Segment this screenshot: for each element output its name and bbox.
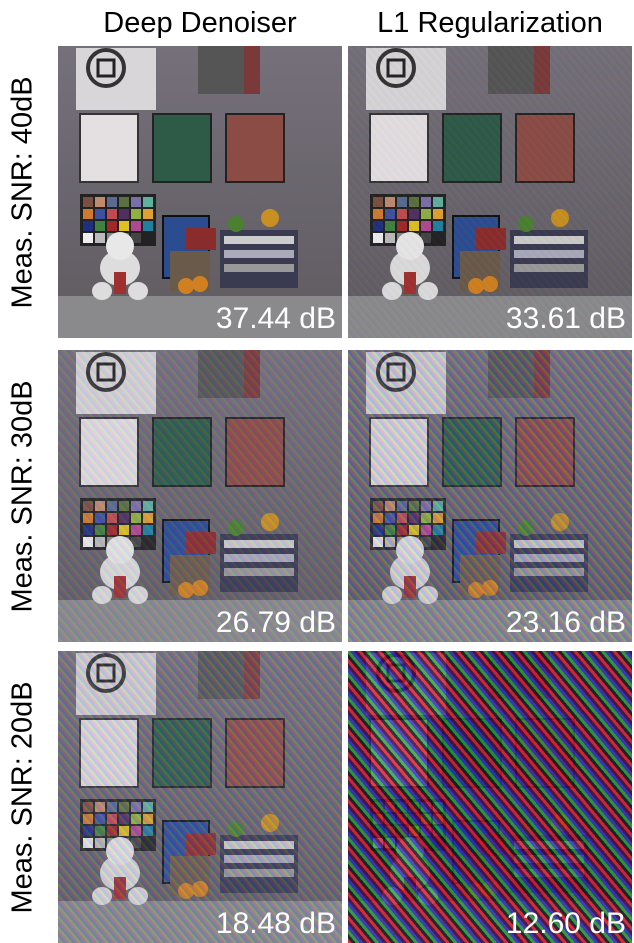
image-cell: 12.60 dB — [348, 651, 632, 943]
psnr-label: 12.60 dB — [506, 907, 626, 941]
row-label: Meas. SNR: 20dB — [0, 651, 46, 943]
row-label-text: Meas. SNR: 30dB — [7, 380, 40, 612]
noise-overlay — [58, 651, 342, 943]
noise-overlay — [348, 46, 632, 338]
psnr-label: 26.79 dB — [216, 606, 336, 640]
noise-overlay — [58, 46, 342, 338]
image-cell: 33.61 dB — [348, 46, 632, 338]
image-cell: 18.48 dB — [58, 651, 342, 943]
psnr-label: 37.44 dB — [216, 302, 336, 336]
row-label: Meas. SNR: 40dB — [0, 46, 46, 338]
psnr-label: 23.16 dB — [506, 606, 626, 640]
psnr-label: 33.61 dB — [506, 302, 626, 336]
column-header: Deep Denoiser — [58, 2, 342, 44]
row-label: Meas. SNR: 30dB — [0, 350, 46, 642]
noise-overlay — [348, 350, 632, 642]
noise-overlay — [58, 350, 342, 642]
figure: Deep DenoiserL1 Regularization Meas. SNR:… — [0, 0, 634, 943]
row-label-text: Meas. SNR: 20dB — [7, 681, 40, 913]
column-header: L1 Regularization — [348, 2, 632, 44]
noise-overlay — [348, 651, 632, 943]
image-cell: 37.44 dB — [58, 46, 342, 338]
image-cell: 26.79 dB — [58, 350, 342, 642]
psnr-label: 18.48 dB — [216, 907, 336, 941]
row-label-text: Meas. SNR: 40dB — [7, 76, 40, 308]
image-cell: 23.16 dB — [348, 350, 632, 642]
